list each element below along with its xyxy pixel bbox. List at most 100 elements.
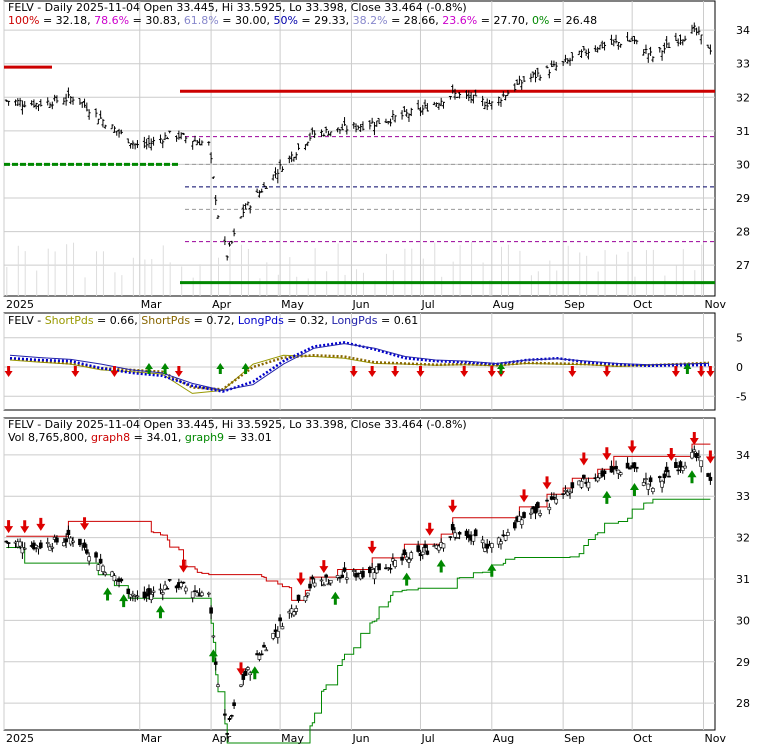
stops-signals	[4, 432, 715, 680]
candle-body	[216, 684, 220, 687]
candle-body	[163, 584, 167, 590]
volume-bar	[362, 272, 364, 296]
stops-y-axis: 28 29 30 31 32 33 34	[736, 449, 750, 710]
candle-body	[690, 452, 694, 459]
legend-span: = 0.32	[284, 314, 325, 327]
buy-arrow-icon	[103, 587, 113, 601]
sell-arrow-icon	[391, 366, 400, 377]
legend-span: ,	[266, 14, 273, 27]
volume-bar	[192, 277, 194, 296]
candle-body	[536, 502, 540, 509]
candle-body	[416, 545, 420, 552]
legend-span: ,	[435, 14, 442, 27]
candle-body	[641, 482, 646, 486]
sell-arrow-icon	[602, 366, 611, 377]
sell-arrow-icon	[706, 366, 715, 377]
candle-body	[586, 481, 591, 489]
legend-span: 38.2%	[353, 14, 388, 27]
candle-body	[262, 644, 266, 648]
candle-body	[342, 567, 347, 572]
buy-arrow-icon	[602, 490, 612, 504]
candle-body	[271, 633, 276, 639]
candle-body	[407, 558, 411, 563]
panel-frame-mid	[3, 312, 716, 411]
candle-body	[471, 534, 476, 542]
legend-span: = 26.48	[549, 14, 597, 27]
candle-body	[78, 538, 82, 546]
legend-span: 100%	[8, 14, 39, 27]
candle-body	[628, 467, 632, 470]
candle-body	[193, 590, 197, 592]
volume-bar	[434, 242, 436, 296]
candle-body	[457, 532, 462, 535]
sell-arrow-icon	[296, 572, 306, 586]
candle-body	[71, 540, 75, 543]
legend-span: = 27.70	[477, 14, 525, 27]
legend-span: ,	[84, 431, 91, 444]
oscillator-panel: -5 0 5 FELV - ShortPds = 0.66, ShortPds = …	[3, 312, 747, 411]
candle-body	[149, 594, 154, 600]
sell-arrow-icon	[705, 450, 715, 464]
candle-body	[464, 530, 469, 536]
candle-body	[303, 596, 308, 602]
volume-bar	[452, 261, 454, 296]
candle-body	[683, 465, 687, 469]
volume-bar	[259, 278, 261, 296]
buy-arrow-icon	[436, 559, 446, 573]
volume-bar	[507, 244, 509, 296]
candle-body	[625, 462, 630, 469]
candle-body	[660, 480, 664, 488]
candle-body	[345, 577, 349, 580]
buy-arrow-icon	[497, 363, 506, 374]
volume-bar	[151, 259, 153, 296]
candle-body	[241, 674, 246, 680]
candle-body	[310, 576, 315, 580]
volume-bar	[530, 275, 532, 296]
buy-arrow-icon	[216, 363, 225, 374]
candle-body	[699, 460, 703, 467]
candle-body	[694, 453, 699, 458]
legend-span: = 0.61	[377, 314, 418, 327]
candle-body	[423, 544, 427, 549]
price-x-axis: 2025 Mar Apr May Jun Jul Aug Sep Oct Nov	[6, 298, 726, 311]
sell-arrow-icon	[20, 520, 30, 534]
sell-arrow-icon	[697, 366, 706, 377]
candle-body	[678, 461, 683, 468]
candle-body	[519, 519, 524, 525]
candle-body	[579, 481, 584, 488]
x-tick-label: May	[281, 732, 304, 745]
candle-body	[87, 556, 91, 562]
y-tick-label: 32	[736, 532, 750, 545]
candle-body	[181, 581, 186, 584]
legend-span: ,	[325, 314, 332, 327]
candle-body	[165, 587, 170, 590]
candle-body	[126, 588, 131, 595]
volume-bar	[616, 254, 618, 296]
candle-body	[85, 549, 89, 554]
stops-title: FELV - Daily 2025-11-04 Open 33.445, Hi …	[8, 418, 467, 431]
fib-legend: 100% = 32.18, 78.6% = 30.83, 61.8% = 30.…	[8, 14, 597, 27]
x-tick-label: Mar	[141, 732, 162, 745]
legend-span: ,	[525, 14, 532, 27]
volume-bar	[459, 245, 461, 296]
candle-body	[296, 594, 301, 601]
oscillator-title: FELV - ShortPds = 0.66, ShortPds = 0.72,…	[8, 314, 418, 327]
volume-bar	[411, 248, 413, 296]
candle-body	[66, 529, 71, 535]
y-tick-label: 34	[736, 449, 750, 462]
sell-arrow-icon	[4, 366, 13, 377]
candle-body	[538, 513, 542, 516]
y-tick-label: 34	[736, 24, 750, 37]
y-tick-label: 28	[736, 226, 750, 239]
fib-lines	[4, 65, 715, 285]
legend-span: = 28.66	[388, 14, 436, 27]
candle-body	[614, 465, 618, 470]
buy-arrow-icon	[144, 363, 153, 374]
candle-body	[94, 552, 98, 558]
candle-body	[351, 570, 356, 572]
candle-body	[151, 590, 156, 593]
candle-body	[708, 476, 713, 481]
volume-bar	[344, 274, 346, 296]
volume-bar	[549, 260, 551, 296]
volume-bar	[441, 276, 443, 296]
